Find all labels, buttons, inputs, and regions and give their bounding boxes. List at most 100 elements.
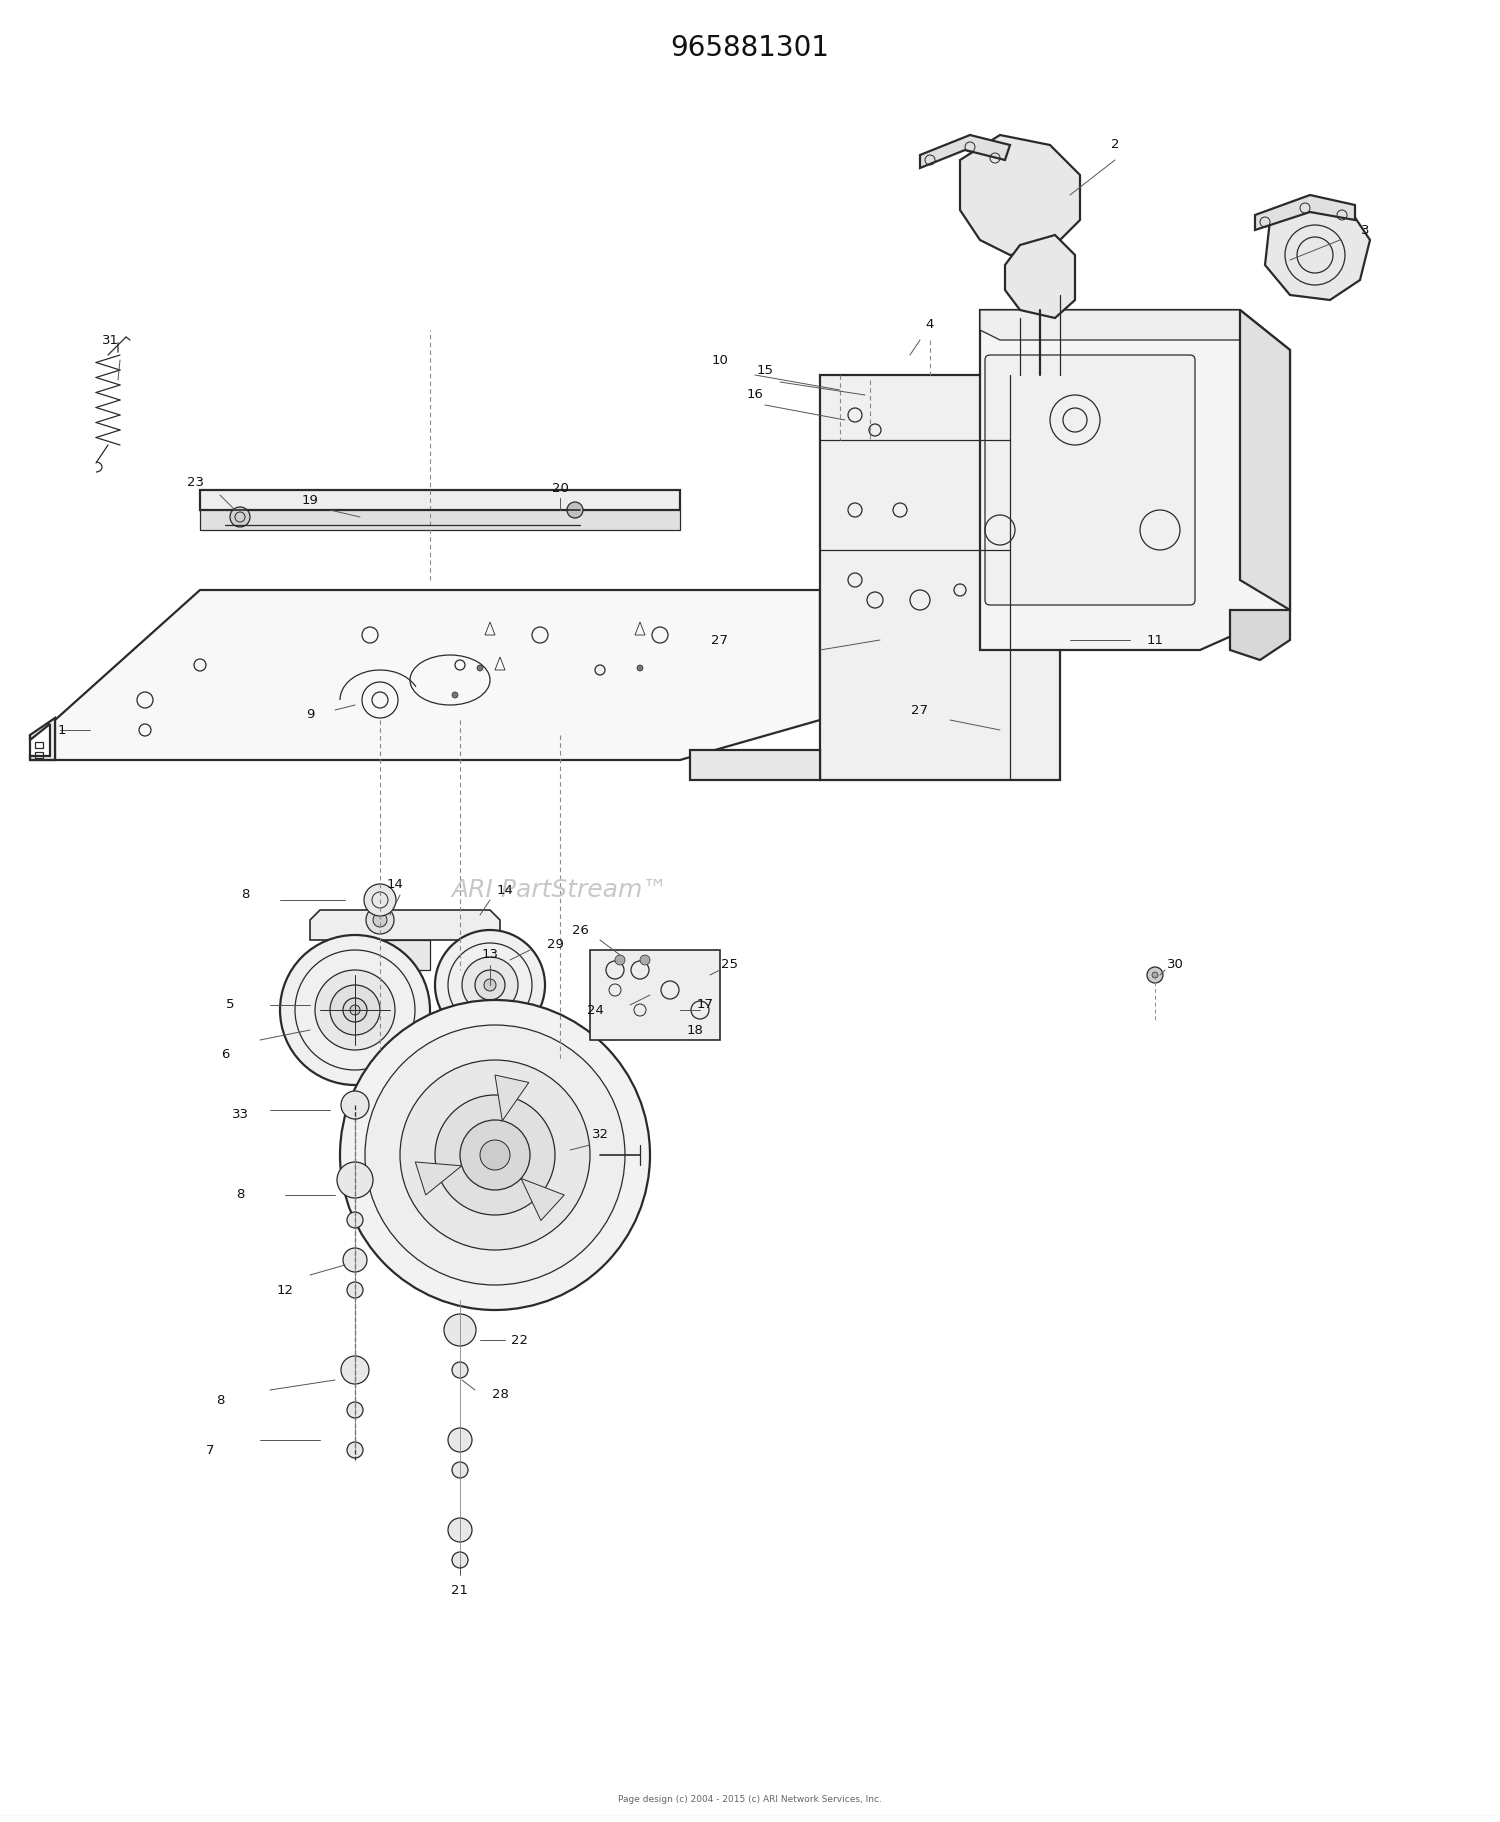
Circle shape: [1148, 967, 1162, 984]
Circle shape: [476, 969, 506, 1000]
Circle shape: [452, 1552, 468, 1569]
Text: ARI PartStream™: ARI PartStream™: [452, 878, 668, 902]
Circle shape: [435, 929, 544, 1040]
Text: 11: 11: [1146, 634, 1164, 647]
Polygon shape: [920, 135, 1010, 168]
Text: 14: 14: [496, 884, 513, 896]
Polygon shape: [980, 310, 1290, 650]
Circle shape: [364, 884, 396, 916]
Text: 32: 32: [591, 1128, 609, 1142]
Circle shape: [230, 507, 251, 527]
Circle shape: [435, 1095, 555, 1215]
Polygon shape: [980, 310, 1240, 341]
Bar: [34, 752, 44, 758]
Text: 1: 1: [57, 723, 66, 736]
Circle shape: [484, 978, 496, 991]
Text: 23: 23: [186, 476, 204, 488]
Circle shape: [452, 1363, 468, 1377]
Text: 6: 6: [220, 1048, 230, 1062]
Text: 25: 25: [722, 958, 738, 971]
Circle shape: [344, 1248, 368, 1272]
Polygon shape: [200, 490, 680, 510]
Text: 31: 31: [102, 333, 118, 346]
Circle shape: [364, 1026, 626, 1285]
Text: 22: 22: [512, 1334, 528, 1346]
Text: 2: 2: [1110, 138, 1119, 151]
Polygon shape: [1264, 200, 1370, 301]
Circle shape: [374, 913, 387, 927]
Polygon shape: [520, 1179, 564, 1221]
Circle shape: [338, 1162, 374, 1199]
Circle shape: [346, 1441, 363, 1458]
Text: 26: 26: [572, 924, 588, 937]
Text: 5: 5: [225, 998, 234, 1011]
Circle shape: [280, 935, 430, 1084]
Text: Page design (c) 2004 - 2015 (c) ARI Network Services, Inc.: Page design (c) 2004 - 2015 (c) ARI Netw…: [618, 1795, 882, 1804]
Polygon shape: [690, 751, 820, 780]
Circle shape: [480, 1141, 510, 1170]
Circle shape: [344, 998, 368, 1022]
Circle shape: [340, 1000, 650, 1310]
Text: 14: 14: [387, 878, 404, 891]
Text: 8: 8: [216, 1394, 223, 1407]
Polygon shape: [56, 590, 820, 760]
Polygon shape: [200, 510, 680, 530]
Circle shape: [346, 1212, 363, 1228]
Circle shape: [452, 692, 458, 698]
Circle shape: [340, 1091, 369, 1119]
Bar: [34, 742, 44, 749]
Text: 8: 8: [242, 889, 249, 902]
Text: 33: 33: [231, 1108, 249, 1122]
Text: 16: 16: [747, 388, 764, 401]
Text: 19: 19: [302, 494, 318, 507]
Text: 27: 27: [711, 634, 729, 647]
Polygon shape: [821, 375, 1060, 780]
Text: 24: 24: [586, 1004, 603, 1017]
Circle shape: [615, 955, 626, 966]
Text: 29: 29: [546, 938, 564, 951]
Circle shape: [448, 1428, 472, 1452]
Circle shape: [400, 1060, 590, 1250]
Circle shape: [452, 1461, 468, 1478]
Text: 3: 3: [1360, 224, 1370, 237]
Circle shape: [366, 906, 394, 935]
Text: 12: 12: [276, 1283, 294, 1297]
Polygon shape: [1005, 235, 1076, 319]
Circle shape: [640, 955, 650, 966]
Circle shape: [477, 665, 483, 670]
Polygon shape: [416, 1162, 462, 1195]
Polygon shape: [30, 718, 56, 760]
Polygon shape: [360, 940, 430, 969]
Text: 20: 20: [552, 481, 568, 494]
Polygon shape: [1240, 310, 1290, 610]
Polygon shape: [960, 135, 1080, 255]
Text: 17: 17: [696, 998, 714, 1011]
Circle shape: [346, 1283, 363, 1297]
Circle shape: [638, 665, 644, 670]
Text: 18: 18: [687, 1024, 703, 1037]
Polygon shape: [590, 949, 720, 1040]
Text: 4: 4: [926, 319, 934, 332]
Text: 30: 30: [1167, 958, 1184, 971]
Circle shape: [346, 1401, 363, 1418]
Text: 9: 9: [306, 709, 314, 722]
Text: 21: 21: [452, 1583, 468, 1596]
Circle shape: [460, 1121, 530, 1190]
Text: 8: 8: [236, 1188, 244, 1201]
Text: 965881301: 965881301: [670, 35, 830, 62]
Polygon shape: [1256, 195, 1354, 230]
Circle shape: [330, 986, 380, 1035]
Text: 28: 28: [492, 1388, 508, 1401]
Text: 10: 10: [711, 353, 729, 366]
Circle shape: [448, 1518, 472, 1541]
Circle shape: [340, 1356, 369, 1385]
Circle shape: [444, 1314, 476, 1346]
Polygon shape: [1230, 610, 1290, 660]
Text: 27: 27: [912, 703, 928, 716]
Circle shape: [350, 1006, 360, 1015]
Circle shape: [315, 969, 394, 1049]
Text: 7: 7: [206, 1443, 214, 1456]
Polygon shape: [495, 1075, 530, 1121]
Text: 13: 13: [482, 949, 498, 962]
Circle shape: [462, 957, 518, 1013]
